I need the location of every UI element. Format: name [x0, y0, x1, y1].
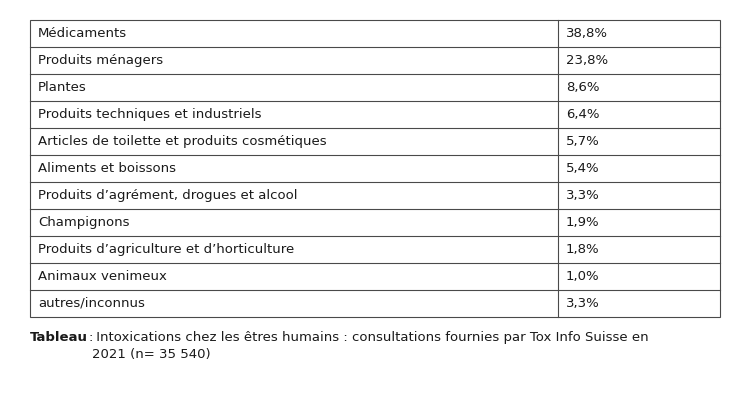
Text: Plantes: Plantes [38, 81, 87, 94]
Text: :: : [88, 331, 92, 344]
Text: Tableau: Tableau [30, 331, 88, 344]
Text: 1,8%: 1,8% [565, 243, 600, 256]
Text: 3,3%: 3,3% [565, 297, 600, 310]
Text: Aliments et boissons: Aliments et boissons [38, 162, 176, 175]
Text: 38,8%: 38,8% [565, 27, 608, 40]
Text: 1,0%: 1,0% [565, 270, 600, 283]
Text: Intoxications chez les êtres humains : consultations fournies par Tox Info Suiss: Intoxications chez les êtres humains : c… [92, 331, 649, 361]
Text: 23,8%: 23,8% [565, 54, 608, 67]
Text: 5,7%: 5,7% [565, 135, 600, 148]
Text: Produits ménagers: Produits ménagers [38, 54, 163, 67]
Text: 1,9%: 1,9% [565, 216, 600, 229]
Text: autres/inconnus: autres/inconnus [38, 297, 145, 310]
Bar [30, 20, 720, 317]
Text: 5,4%: 5,4% [565, 162, 600, 175]
Text: Produits d’agrément, drogues et alcool: Produits d’agrément, drogues et alcool [38, 189, 298, 202]
Text: 3,3%: 3,3% [565, 189, 600, 202]
Text: 6,4%: 6,4% [565, 108, 600, 121]
Text: 8,6%: 8,6% [565, 81, 600, 94]
Text: Animaux venimeux: Animaux venimeux [38, 270, 167, 283]
Text: Produits techniques et industriels: Produits techniques et industriels [38, 108, 262, 121]
Text: Champignons: Champignons [38, 216, 129, 229]
Text: Articles de toilette et produits cosmétiques: Articles de toilette et produits cosméti… [38, 135, 327, 148]
Text: Produits d’agriculture et d’horticulture: Produits d’agriculture et d’horticulture [38, 243, 294, 256]
Text: Médicaments: Médicaments [38, 27, 127, 40]
